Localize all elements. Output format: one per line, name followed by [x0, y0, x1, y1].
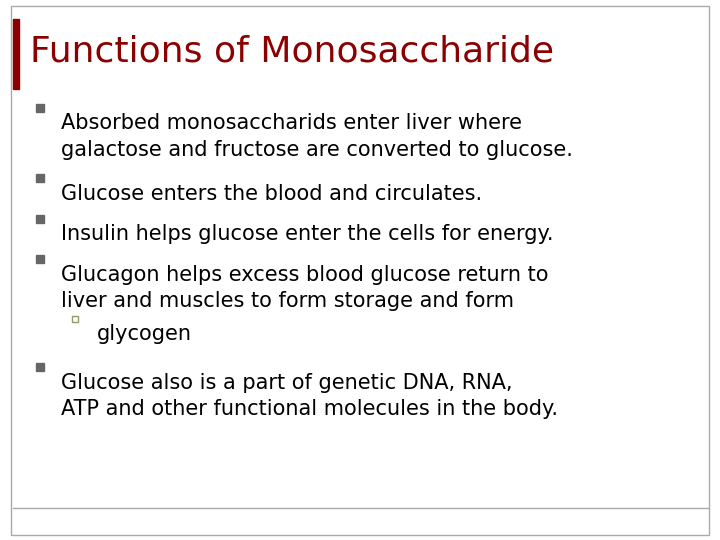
Text: glycogen: glycogen	[97, 324, 192, 344]
Text: Absorbed monosaccharids enter liver where
galactose and fructose are converted t: Absorbed monosaccharids enter liver wher…	[61, 113, 573, 160]
Text: Functions of Monosaccharide: Functions of Monosaccharide	[30, 35, 554, 68]
Text: Insulin helps glucose enter the cells for energy.: Insulin helps glucose enter the cells fo…	[61, 224, 554, 244]
Bar	[13, 19, 19, 89]
Text: Glucose enters the blood and circulates.: Glucose enters the blood and circulates.	[61, 184, 482, 204]
Text: Glucagon helps excess blood glucose return to
liver and muscles to form storage : Glucagon helps excess blood glucose retu…	[61, 265, 549, 311]
Text: Glucose also is a part of genetic DNA, RNA,
ATP and other functional molecules i: Glucose also is a part of genetic DNA, R…	[61, 373, 558, 419]
